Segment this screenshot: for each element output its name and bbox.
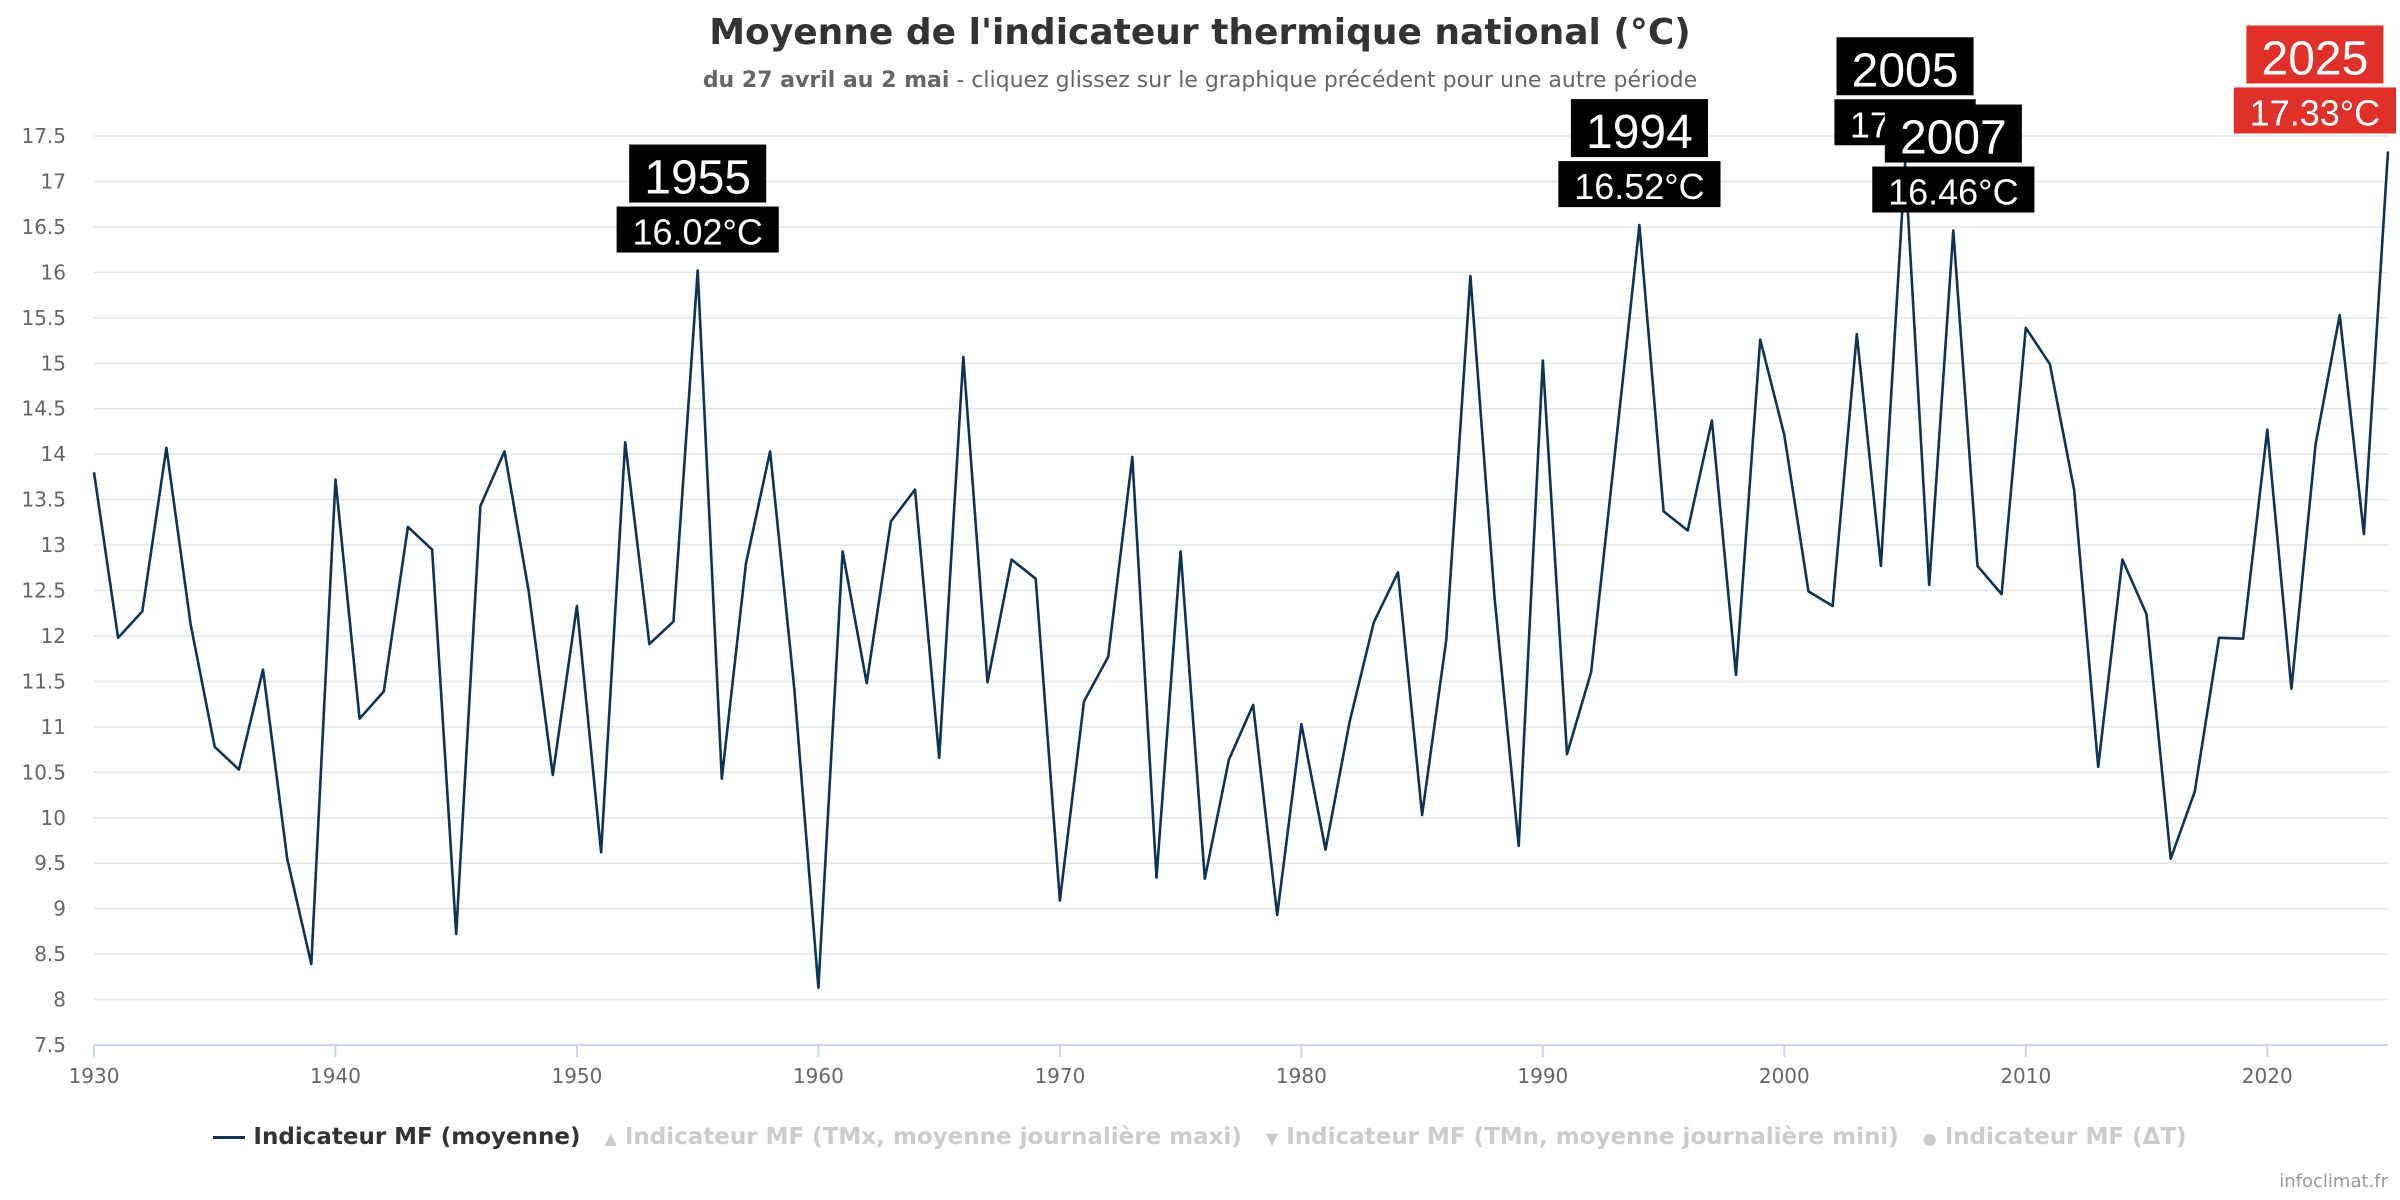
x-axis: 1930 1940 1950 1960 1970 1980 1990 2000 2010 2020	[69, 1044, 2388, 1088]
annotation-year-bg	[1836, 37, 1974, 96]
annotation-value: 16.52°C	[1574, 166, 1704, 207]
x-tick-label: 1950	[551, 1064, 602, 1088]
peak-annotation: 2025 17.33°C	[2233, 25, 2396, 134]
annotation-year-bg	[1884, 104, 2022, 163]
legend-item[interactable]: ▼ Indicateur MF (TMn, moyenne journalière…	[1266, 1124, 1899, 1150]
annotation-year: 1955	[644, 152, 751, 205]
y-tick-label: 8	[53, 988, 66, 1012]
annotation-year: 2025	[2262, 32, 2369, 85]
y-tick-label: 16	[41, 260, 66, 284]
legend-item[interactable]: Indicateur MF (moyenne)	[213, 1124, 581, 1150]
series-line[interactable]	[92, 151, 2390, 990]
annotation-year-bg	[629, 144, 767, 203]
legend-item[interactable]: ● Indicateur MF (ΔT)	[1923, 1124, 2187, 1150]
annotation-year-bg	[1570, 99, 1708, 158]
circle-icon: ●	[1922, 1129, 1937, 1148]
triangle-down-icon: ▼	[1265, 1129, 1279, 1148]
peak-annotation: 1955 16.02°C	[616, 144, 779, 253]
x-tick-label: 1990	[1517, 1064, 1568, 1088]
y-tick-label: 7.5	[34, 1033, 66, 1057]
subtitle-period: du 27 avril au 2 mai	[702, 68, 950, 93]
y-tick-label: 13	[41, 533, 66, 557]
subtitle-hint: - cliquez glissez sur le graphique précé…	[949, 68, 1698, 93]
y-tick-label: 15.5	[21, 306, 66, 330]
y-tick-label: 8.5	[34, 942, 66, 966]
annotation-value: 16.46°C	[1888, 172, 2018, 213]
chart-subtitle: du 27 avril au 2 mai - cliquez glissez s…	[0, 68, 2400, 93]
triangle-up-icon: ▲	[604, 1129, 617, 1148]
y-tick-label: 13.5	[21, 488, 66, 512]
x-tick-label: 1980	[1276, 1064, 1327, 1088]
annotation-year-bg	[2246, 25, 2384, 84]
annotations: 195516.02°C199416.52°C200517.2°C200716.4…	[616, 25, 2396, 253]
y-tick-label: 12	[41, 624, 66, 648]
legend-label: Indicateur MF (moyenne)	[253, 1124, 581, 1150]
annotation-value: 16.02°C	[632, 212, 762, 253]
legend-label: Indicateur MF (TMx, moyenne journalière …	[624, 1124, 1242, 1150]
legend-label: Indicateur MF (ΔT)	[1944, 1124, 2187, 1150]
x-tick-label: 1970	[1034, 1064, 1085, 1088]
annotation-year: 1994	[1586, 106, 1693, 159]
x-tick-label: 2010	[2000, 1064, 2051, 1088]
annotation-value-bg	[1558, 161, 1721, 208]
y-axis: 7.5 8 8.5 9 9.5 10 10.5 11 11.5 12 12.5 13 13.5 14 14.…	[21, 124, 66, 1057]
series-layer[interactable]	[90, 147, 2392, 991]
peak-annotation: 1994 16.52°C	[1558, 99, 1721, 208]
y-tick-label: 17	[41, 169, 66, 193]
y-tick-label: 11.5	[21, 669, 66, 693]
y-tick-label: 9.5	[34, 851, 66, 875]
credits-link[interactable]: infoclimat.fr	[2279, 1171, 2388, 1192]
x-tick-label: 2000	[1759, 1064, 1810, 1088]
legend-item[interactable]: ▲ Indicateur MF (TMx, moyenne journalière…	[605, 1124, 1242, 1150]
y-tick-label: 16.5	[21, 215, 66, 239]
y-tick-label: 12.5	[21, 579, 66, 603]
x-tick-label: 1960	[793, 1064, 844, 1088]
annotation-value-bg	[616, 206, 779, 253]
grid-lines	[94, 135, 2388, 1046]
y-tick-label: 17.5	[21, 124, 66, 148]
y-tick-label: 14	[41, 442, 66, 466]
y-tick-label: 10.5	[21, 760, 66, 784]
annotation-year: 2007	[1900, 112, 2007, 165]
y-tick-label: 11	[41, 715, 66, 739]
legend-label: Indicateur MF (TMn, moyenne journalière …	[1286, 1124, 1899, 1150]
x-tick-label: 1930	[69, 1064, 120, 1088]
legend: Indicateur MF (moyenne) ▲ Indicateur MF (T…	[0, 1124, 2400, 1150]
peak-annotation: 2007 16.46°C	[1872, 104, 2035, 213]
y-tick-label: 14.5	[21, 397, 66, 421]
y-tick-label: 15	[41, 351, 66, 375]
annotation-value-bg	[1872, 166, 2035, 213]
annotation-value: 17.33°C	[2250, 92, 2380, 133]
x-tick-label: 2020	[2242, 1064, 2293, 1088]
chart-title: Moyenne de l'indicateur thermique nation…	[709, 12, 1691, 53]
annotation-year: 2005	[1852, 44, 1959, 97]
annotation-value-bg	[2233, 87, 2396, 134]
y-tick-label: 10	[41, 806, 66, 830]
y-tick-label: 9	[53, 897, 66, 921]
x-tick-label: 1940	[310, 1064, 361, 1088]
line-icon	[213, 1136, 246, 1139]
